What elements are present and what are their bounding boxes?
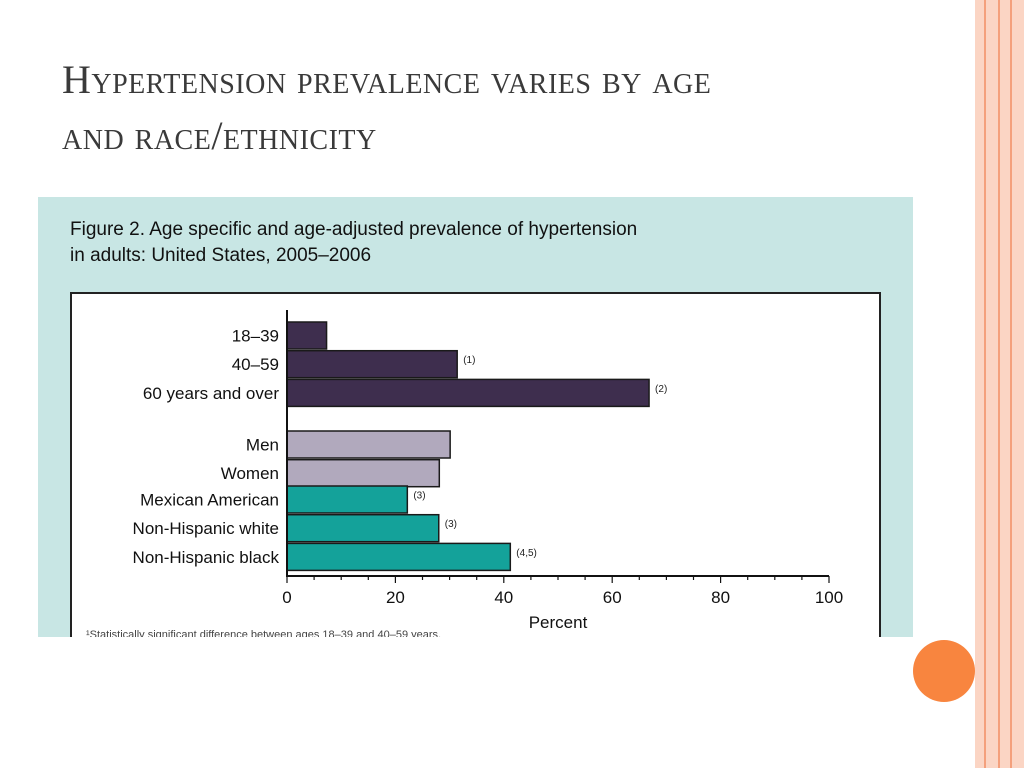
bar [286, 458, 441, 488]
bar-chart: 18–39 40–59 (1) 60 years and over (2) Men Wome… [133, 310, 843, 632]
bar-footnote-marker: (3) [445, 519, 457, 530]
bar-footnote-marker: (2) [655, 384, 667, 395]
bar [286, 542, 512, 572]
x-tick-label: 80 [711, 588, 730, 607]
bar-category-label: 40–59 [232, 355, 279, 374]
slide-title: Hypertension prevalence varies by age an… [62, 52, 942, 164]
bar [286, 321, 328, 350]
bar-category-label: Non-Hispanic black [133, 548, 280, 567]
bar-category-label: 18–39 [232, 327, 279, 346]
bar-category-label: Mexican American [140, 491, 279, 510]
decor-stripe-line [1010, 0, 1012, 768]
decor-stripe [986, 0, 998, 768]
bar [286, 378, 650, 408]
figure-panel: Figure 2. Age specific and age-adjusted … [38, 197, 913, 637]
bar-category-label: 60 years and over [143, 384, 279, 403]
plot-area: 18–39 40–59 (1) 60 years and over (2) Men Wome… [70, 292, 881, 637]
bar-category-label: Women [221, 464, 279, 483]
bar-footnote-marker: (4,5) [516, 548, 537, 559]
bar-category-label: Non-Hispanic white [133, 519, 279, 538]
decor-stripe-line [984, 0, 986, 768]
figure-caption-line1: Figure 2. Age specific and age-adjusted … [70, 219, 638, 240]
decor-stripe-line [998, 0, 1000, 768]
figure-caption: Figure 2. Age specific and age-adjusted … [70, 217, 870, 269]
bar [286, 349, 458, 379]
bar-footnote-marker: (3) [413, 491, 425, 502]
figure-footnote: ¹Statistically significant difference be… [86, 629, 442, 637]
decor-circle [913, 640, 975, 702]
x-tick-label: 20 [386, 588, 405, 607]
bar [286, 430, 451, 459]
x-tick-label: 0 [282, 588, 291, 607]
slide-title-line2: and race/ethnicity [62, 113, 377, 158]
decor-stripe [1012, 0, 1024, 768]
decor-stripe [1000, 0, 1010, 768]
bar-footnote-marker: (1) [463, 355, 475, 366]
bar [286, 485, 409, 514]
slide-title-line1: Hypertension prevalence varies by age [62, 57, 712, 102]
bar [286, 513, 440, 543]
decor-stripe [975, 0, 984, 768]
figure-caption-line2: in adults: United States, 2005–2006 [70, 245, 372, 266]
x-tick-label: 60 [603, 588, 622, 607]
x-tick-label: 40 [494, 588, 513, 607]
x-axis-label: Percent [529, 613, 588, 632]
x-tick-label: 100 [815, 588, 843, 607]
bar-category-label: Men [246, 436, 279, 455]
